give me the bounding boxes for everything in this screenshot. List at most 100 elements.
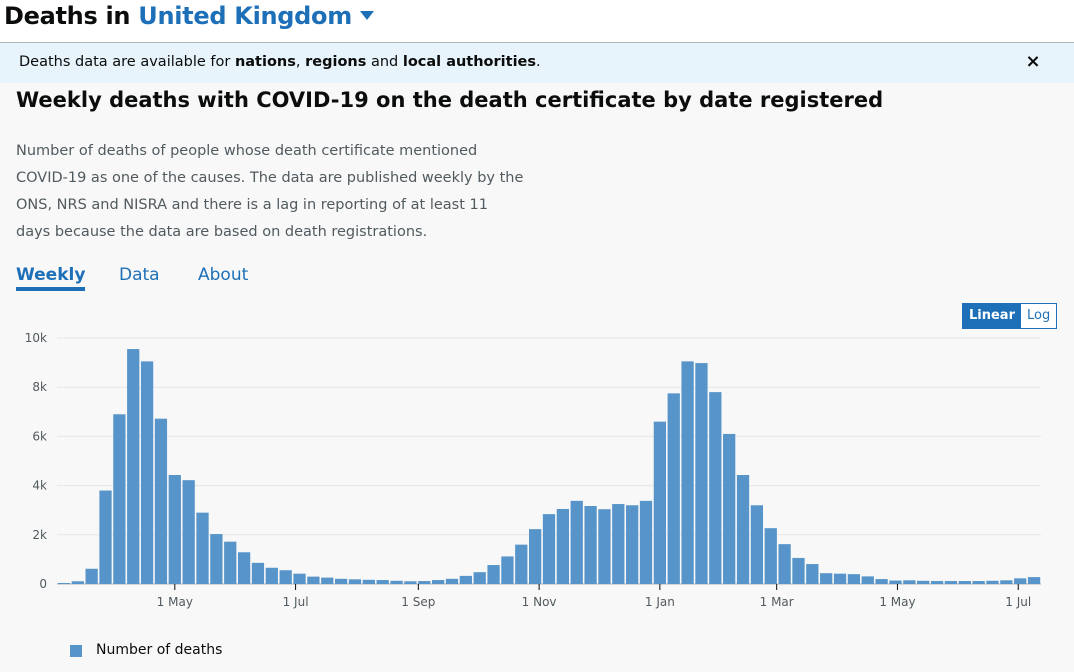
bar[interactable] [71,581,84,584]
chevron-down-icon[interactable] [359,11,374,20]
scale-linear-button[interactable]: Linear [963,304,1021,328]
bar[interactable] [764,528,777,584]
bar[interactable] [598,509,611,584]
bar[interactable] [986,580,999,584]
bar[interactable] [930,581,944,584]
bar[interactable] [653,421,666,584]
bar[interactable] [473,572,486,584]
x-tick-label: 1 May [879,595,915,609]
bar[interactable] [667,393,680,584]
x-tick-label: 1 Sep [401,595,435,609]
bar[interactable] [279,570,292,584]
bar[interactable] [750,505,764,584]
bar[interactable] [376,580,389,584]
bar[interactable] [432,580,445,584]
bar[interactable] [251,562,265,584]
bar[interactable] [237,552,251,584]
x-axis-ticks: 1 May 1 Jul 1 Sep 1 Nov 1 Jan 1 Mar 1 May 1 Jul [157,584,1031,609]
bar[interactable] [1014,578,1027,584]
close-icon[interactable]: × [1025,51,1041,72]
bar[interactable] [265,567,278,584]
bar[interactable] [820,573,833,584]
bar[interactable] [501,556,514,584]
y-tick-label: 6k [32,429,47,443]
x-tick-label: 1 May [157,595,193,609]
bar[interactable] [958,581,971,584]
chart-description: Number of deaths of people whose death c… [16,143,524,240]
scale-log-button[interactable]: Log [1027,308,1051,323]
banner-link-nations[interactable]: nations [234,54,296,70]
bar[interactable] [612,504,625,584]
bar[interactable] [196,512,209,584]
bar[interactable] [903,580,916,584]
banner-link-local-authorities[interactable]: local authorities [402,54,537,70]
bar[interactable] [806,564,819,584]
bar[interactable] [626,505,639,584]
y-tick-label: 0 [39,577,47,591]
bar[interactable] [917,580,930,584]
bar[interactable] [972,581,985,584]
banner-sep: , [295,54,306,70]
bar[interactable] [736,475,750,584]
bar[interactable] [889,580,902,584]
bar[interactable] [168,475,181,584]
bar[interactable] [695,363,708,584]
bar[interactable] [639,500,653,584]
bar[interactable] [584,506,597,584]
location-selector[interactable]: United Kingdom [138,2,374,30]
bar[interactable] [723,433,736,584]
tab-data[interactable]: Data [119,265,160,285]
bar[interactable] [99,490,112,584]
scale-toggle: Linear Log [962,303,1058,329]
bar[interactable] [293,573,306,584]
bar[interactable] [487,565,500,584]
bar[interactable] [390,580,403,584]
bar[interactable] [709,392,722,584]
location-name[interactable]: United Kingdom [138,2,352,30]
bar[interactable] [334,578,348,584]
tab-about[interactable]: About [198,265,249,285]
bar[interactable] [85,568,98,584]
bar[interactable] [113,414,126,584]
bar[interactable] [778,544,791,584]
bar[interactable] [556,508,569,584]
bar[interactable] [307,576,320,584]
bar[interactable] [847,574,861,584]
x-tick-label: 1 Nov [522,595,557,609]
bar[interactable] [570,500,583,584]
y-tick-label: 10k [25,331,47,345]
bar[interactable] [210,534,223,584]
bar[interactable] [1000,580,1013,584]
bar[interactable] [681,361,694,584]
bar[interactable] [127,349,140,584]
bar[interactable] [57,583,71,584]
info-banner: Deaths data are available for nations, r… [0,43,1074,83]
bar[interactable] [861,576,874,584]
chart-bars [57,349,1041,584]
bar[interactable] [529,529,542,584]
bar[interactable] [875,579,888,584]
bar[interactable] [404,581,417,584]
bar[interactable] [515,544,528,584]
bar[interactable] [542,514,556,584]
bar[interactable] [154,418,168,584]
bar[interactable] [944,581,958,584]
bar[interactable] [140,361,154,584]
x-tick-label: 1 Mar [760,595,794,609]
bar[interactable] [792,557,805,584]
bar[interactable] [445,578,459,584]
bar[interactable] [182,480,195,584]
bar[interactable] [224,541,237,584]
bar[interactable] [1027,577,1041,584]
bar[interactable] [321,577,334,584]
legend-swatch [70,645,82,657]
bar[interactable] [459,575,472,584]
x-tick-label: 1 Jan [645,595,675,609]
bar[interactable] [418,581,431,584]
bar[interactable] [833,573,847,584]
tab-weekly[interactable]: Weekly [16,265,86,291]
bar[interactable] [348,579,362,584]
banner-text-start: Deaths data are available for [19,54,235,70]
banner-link-regions[interactable]: regions [305,54,367,70]
bar[interactable] [362,579,375,584]
